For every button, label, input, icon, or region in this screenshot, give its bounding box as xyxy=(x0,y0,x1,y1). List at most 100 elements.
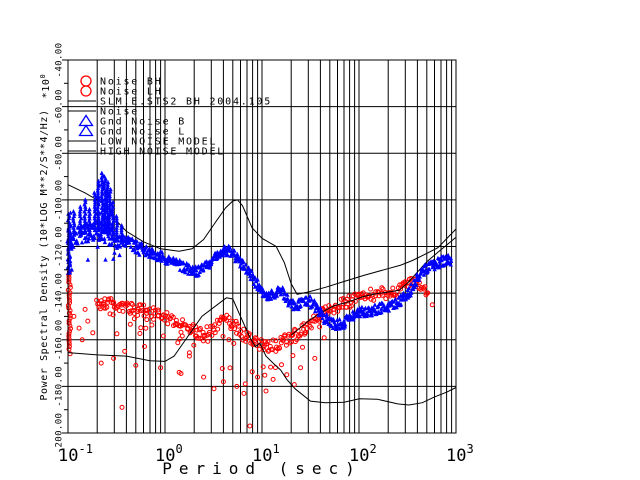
marker xyxy=(105,189,110,194)
marker xyxy=(110,225,115,230)
marker xyxy=(71,225,76,230)
marker xyxy=(119,227,124,233)
marker xyxy=(260,364,266,370)
marker xyxy=(134,242,140,248)
marker xyxy=(66,344,72,349)
marker xyxy=(104,304,110,310)
marker xyxy=(96,211,102,216)
marker xyxy=(66,310,72,316)
marker xyxy=(102,236,107,241)
marker xyxy=(83,197,88,202)
marker xyxy=(107,236,112,241)
marker xyxy=(99,193,104,199)
marker xyxy=(110,223,115,228)
marker xyxy=(90,330,96,336)
marker xyxy=(152,254,158,260)
marker xyxy=(66,338,72,344)
marker xyxy=(437,262,442,267)
marker xyxy=(104,200,109,206)
marker xyxy=(70,216,76,221)
marker xyxy=(66,346,72,352)
marker xyxy=(158,365,164,371)
marker xyxy=(110,312,116,318)
plot-frame-and-ticks xyxy=(62,59,457,434)
marker xyxy=(144,317,150,323)
marker xyxy=(82,213,87,219)
marker xyxy=(99,224,104,229)
marker xyxy=(137,308,143,314)
marker xyxy=(215,255,220,261)
marker xyxy=(255,374,261,380)
marker xyxy=(110,220,115,226)
y-tick-label: -160.00 xyxy=(55,319,65,360)
marker xyxy=(71,227,77,233)
marker xyxy=(186,350,192,356)
marker xyxy=(104,198,110,203)
marker xyxy=(66,333,72,339)
marker xyxy=(413,282,418,287)
marker xyxy=(92,197,98,202)
marker xyxy=(150,248,156,253)
legend-entry-label: Noise BH xyxy=(100,77,163,88)
marker xyxy=(117,252,122,258)
y-scale-factor: *100 xyxy=(39,74,52,99)
marker xyxy=(372,302,378,307)
marker xyxy=(119,223,124,228)
marker xyxy=(114,218,119,223)
marker xyxy=(180,317,185,323)
legend-entry-label: HIGH NOISE MODEL xyxy=(100,147,225,158)
model-line xyxy=(67,184,457,295)
marker xyxy=(105,184,110,189)
marker xyxy=(128,308,134,314)
marker xyxy=(92,235,97,241)
marker xyxy=(441,262,447,268)
marker xyxy=(285,296,290,301)
marker xyxy=(137,252,142,257)
marker xyxy=(85,238,91,244)
legend-triangle-symbol xyxy=(78,124,94,137)
marker xyxy=(242,266,248,271)
marker xyxy=(344,304,349,310)
marker xyxy=(242,381,248,387)
marker xyxy=(114,227,119,233)
legend-entry-label: LOW NOISE MODEL xyxy=(100,137,217,148)
marker xyxy=(85,257,91,262)
marker xyxy=(96,225,101,230)
marker xyxy=(226,315,232,321)
marker xyxy=(78,225,83,230)
marker xyxy=(295,333,301,339)
marker xyxy=(86,236,91,241)
marker xyxy=(234,330,240,336)
marker xyxy=(149,322,155,328)
marker xyxy=(321,335,327,341)
marker xyxy=(201,374,207,380)
axis-tick-labels: -200.00 -180.00 -160.00 -140.00 -120.00 -100.… xyxy=(55,43,474,466)
marker xyxy=(108,296,114,302)
marker xyxy=(220,253,226,258)
marker xyxy=(71,230,76,235)
marker xyxy=(92,204,97,209)
marker xyxy=(93,225,98,230)
marker xyxy=(300,344,305,350)
model-line xyxy=(290,236,457,336)
marker xyxy=(436,265,441,270)
marker xyxy=(107,311,113,317)
marker xyxy=(131,316,137,322)
marker xyxy=(144,244,149,249)
marker xyxy=(230,318,236,324)
marker xyxy=(277,345,282,351)
marker xyxy=(177,267,183,272)
marker xyxy=(107,214,112,220)
marker xyxy=(112,250,117,255)
marker xyxy=(130,307,136,313)
y-tick-label: -60.00 xyxy=(55,89,65,124)
marker xyxy=(268,364,274,370)
marker xyxy=(175,340,181,346)
marker xyxy=(408,281,414,287)
marker xyxy=(138,302,143,308)
marker xyxy=(66,341,72,347)
marker xyxy=(209,333,215,338)
marker xyxy=(67,270,73,275)
